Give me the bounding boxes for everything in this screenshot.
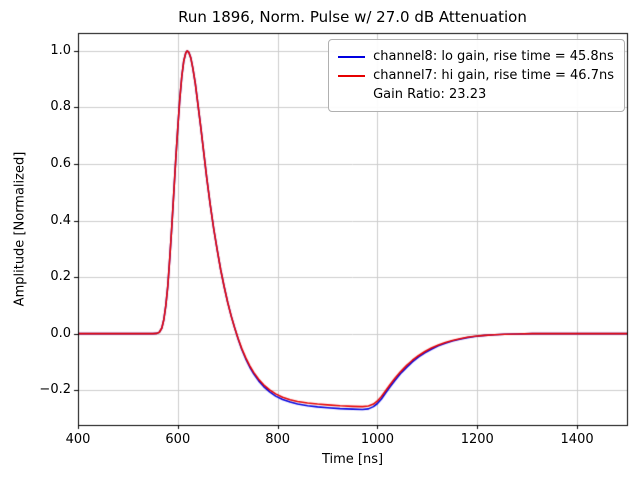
x-axis-label: Time [ns] bbox=[321, 452, 384, 467]
legend-label-channel7: channel7: hi gain, rise time = 46.7ns bbox=[373, 68, 614, 83]
x-tick-label: 600 bbox=[165, 432, 191, 447]
legend-swatch-spacer bbox=[338, 94, 365, 96]
y-tick-label: 0.4 bbox=[50, 212, 71, 228]
y-axis-label: Amplitude [Normalized] bbox=[12, 151, 28, 307]
legend-entry-channel8: channel8: lo gain, rise time = 45.8ns bbox=[338, 47, 614, 66]
y-tick-label: 0.2 bbox=[50, 269, 71, 285]
y-tick-label: 0.8 bbox=[50, 99, 71, 115]
legend-entry-channel7: channel7: hi gain, rise time = 46.7ns bbox=[338, 66, 614, 85]
x-tick-label: 400 bbox=[65, 432, 91, 447]
y-tick-label: 0.0 bbox=[50, 325, 71, 341]
legend-label-gain-ratio: Gain Ratio: 23.23 bbox=[373, 87, 487, 102]
chart-title: Run 1896, Norm. Pulse w/ 27.0 dB Attenua… bbox=[178, 8, 527, 26]
y-tick-label: 1.0 bbox=[50, 42, 71, 58]
legend-entry-gain-ratio: Gain Ratio: 23.23 bbox=[338, 85, 614, 104]
x-tick-label: 1200 bbox=[460, 432, 494, 447]
y-tick-label: 0.6 bbox=[50, 155, 71, 171]
legend-line-swatch-red bbox=[338, 74, 366, 77]
x-tick-label: 1000 bbox=[360, 432, 394, 447]
x-tick-label: 1400 bbox=[560, 432, 594, 447]
legend: channel8: lo gain, rise time = 45.8ns ch… bbox=[328, 39, 625, 112]
y-tick-label: −0.2 bbox=[39, 382, 71, 398]
legend-line-swatch-blue bbox=[338, 55, 366, 58]
legend-label-channel8: channel8: lo gain, rise time = 45.8ns bbox=[373, 49, 614, 64]
x-tick-label: 800 bbox=[265, 432, 291, 447]
